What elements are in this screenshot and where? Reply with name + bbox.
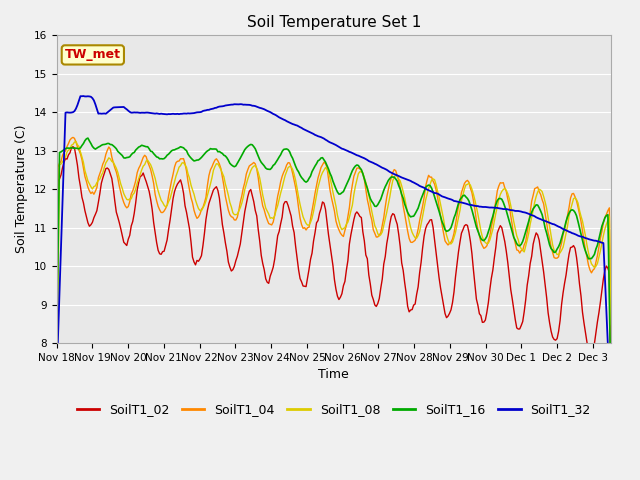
SoilT1_32 bbox=[145, 110, 153, 116]
SoilT1_16 bbox=[337, 191, 344, 197]
SoilT1_04 bbox=[337, 230, 344, 236]
SoilT1_32 bbox=[337, 145, 344, 151]
SoilT1_32 bbox=[607, 411, 614, 417]
SoilT1_16 bbox=[461, 192, 468, 198]
SoilT1_08 bbox=[72, 139, 80, 144]
SoilT1_02 bbox=[52, 336, 60, 341]
SoilT1_08 bbox=[337, 224, 344, 230]
SoilT1_04 bbox=[461, 180, 468, 186]
SoilT1_02 bbox=[241, 209, 248, 215]
SoilT1_08 bbox=[607, 322, 614, 327]
Y-axis label: Soil Temperature (C): Soil Temperature (C) bbox=[15, 125, 28, 253]
SoilT1_16 bbox=[124, 155, 132, 160]
Legend: SoilT1_02, SoilT1_04, SoilT1_08, SoilT1_16, SoilT1_32: SoilT1_02, SoilT1_04, SoilT1_08, SoilT1_… bbox=[72, 398, 596, 421]
SoilT1_16 bbox=[607, 386, 614, 392]
SoilT1_08 bbox=[241, 187, 248, 192]
SoilT1_32 bbox=[596, 240, 604, 245]
SoilT1_08 bbox=[145, 160, 153, 166]
SoilT1_32 bbox=[124, 108, 132, 114]
SoilT1_04 bbox=[69, 134, 77, 140]
SoilT1_04 bbox=[241, 180, 248, 185]
SoilT1_02 bbox=[596, 299, 604, 305]
SoilT1_16 bbox=[52, 349, 60, 355]
SoilT1_04 bbox=[124, 204, 132, 209]
SoilT1_32 bbox=[461, 201, 468, 206]
SoilT1_04 bbox=[607, 350, 614, 356]
SoilT1_02 bbox=[124, 236, 132, 242]
Text: TW_met: TW_met bbox=[65, 48, 121, 61]
SoilT1_02 bbox=[337, 294, 344, 300]
Line: SoilT1_04: SoilT1_04 bbox=[56, 137, 611, 353]
SoilT1_02 bbox=[607, 398, 614, 404]
Line: SoilT1_08: SoilT1_08 bbox=[56, 142, 611, 408]
SoilT1_04 bbox=[52, 324, 60, 330]
SoilT1_08 bbox=[52, 406, 60, 411]
X-axis label: Time: Time bbox=[318, 368, 349, 381]
SoilT1_16 bbox=[84, 135, 92, 141]
SoilT1_32 bbox=[241, 102, 248, 108]
SoilT1_04 bbox=[145, 163, 153, 168]
Title: Soil Temperature Set 1: Soil Temperature Set 1 bbox=[246, 15, 421, 30]
SoilT1_08 bbox=[124, 197, 132, 203]
SoilT1_32 bbox=[52, 379, 60, 384]
SoilT1_04 bbox=[596, 236, 604, 241]
SoilT1_02 bbox=[145, 189, 153, 194]
SoilT1_08 bbox=[461, 186, 468, 192]
SoilT1_16 bbox=[241, 147, 248, 153]
SoilT1_32 bbox=[79, 93, 87, 99]
Line: SoilT1_16: SoilT1_16 bbox=[56, 138, 611, 389]
SoilT1_16 bbox=[145, 146, 153, 152]
SoilT1_02 bbox=[69, 144, 77, 150]
SoilT1_08 bbox=[596, 248, 604, 253]
SoilT1_02 bbox=[461, 223, 468, 228]
SoilT1_16 bbox=[596, 230, 604, 236]
Line: SoilT1_32: SoilT1_32 bbox=[56, 96, 611, 414]
Line: SoilT1_02: SoilT1_02 bbox=[56, 147, 611, 401]
